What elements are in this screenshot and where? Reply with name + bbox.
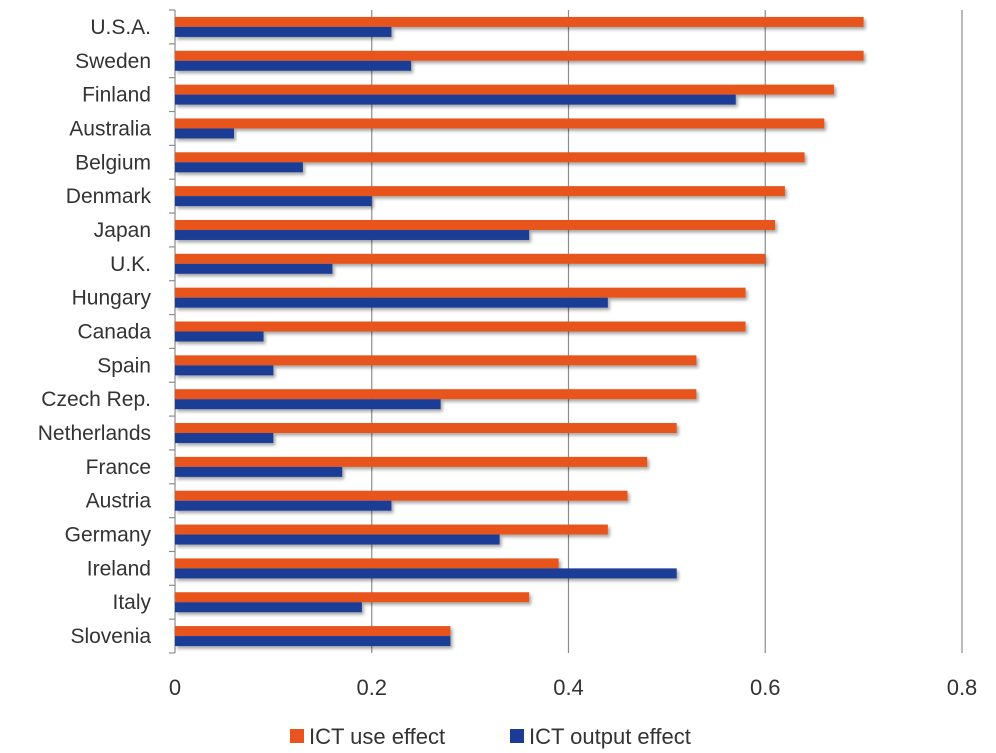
category-label: Ireland [87,557,151,580]
bar-ict-use-effect [175,491,628,501]
bar-ict-output-effect [175,636,450,646]
category-label: U.K. [110,253,151,276]
x-tick-label: 0.6 [750,675,781,700]
bar-ict-output-effect [175,27,391,37]
category-label: Hungary [72,287,152,310]
bar-ict-output-effect [175,568,677,578]
category-label: France [86,456,151,479]
bar-ict-output-effect [175,61,411,71]
axes [169,10,175,653]
bar-ict-use-effect [175,322,746,332]
bar-ict-use-effect [175,423,677,433]
bar-ict-use-effect [175,220,775,230]
bar-ict-output-effect [175,298,608,308]
legend-item-ict-use-effect: ICT use effect [309,724,445,749]
category-label: Australia [69,117,151,140]
bar-ict-output-effect [175,365,273,375]
category-label: Sweden [75,50,151,73]
category-label: U.S.A. [90,16,151,39]
bar-ict-output-effect [175,467,342,477]
bar-ict-use-effect [175,152,805,162]
category-label: Canada [77,321,151,344]
category-label: Finland [82,84,151,107]
legend-swatch [290,729,304,743]
bar-ict-output-effect [175,128,234,138]
bar-ict-use-effect [175,186,785,196]
bar-ict-use-effect [175,288,746,298]
bar-ict-output-effect [175,196,372,206]
bar-ict-output-effect [175,433,273,443]
x-tick-labels: 0 0.2 0.4 0.6 0.8 [169,675,977,700]
bar-ict-use-effect [175,355,696,365]
category-labels: U.S.A. Sweden Finland Australia Belgium Denma… [38,16,152,648]
category-label: Italy [112,591,151,614]
legend: ICT use effect ICT output effect [290,724,691,749]
bar-ict-use-effect [175,389,696,399]
x-tick-label: 0.8 [947,675,978,700]
bar-ict-use-effect [175,558,559,568]
category-label: Spain [97,354,151,377]
bar-ict-output-effect [175,95,736,105]
bar-ict-use-effect [175,592,529,602]
bar-ict-output-effect [175,230,529,240]
bar-ict-output-effect [175,535,500,545]
legend-item-ict-output-effect: ICT output effect [529,724,691,749]
category-label: Germany [65,524,152,547]
bar-ict-use-effect [175,85,834,95]
bar-ict-output-effect [175,162,303,172]
bar-ict-use-effect [175,254,765,264]
category-label: Czech Rep. [41,388,151,411]
bars [175,17,864,646]
x-tick-label: 0.2 [356,675,387,700]
category-label: Denmark [66,185,152,208]
category-label: Belgium [75,151,151,174]
category-label: Japan [94,219,151,242]
x-tick-label: 0.4 [553,675,584,700]
bar-ict-use-effect [175,51,864,61]
category-label: Austria [86,490,152,513]
category-label: Slovenia [70,625,151,648]
bar-ict-use-effect [175,525,608,535]
bar-ict-use-effect [175,626,450,636]
bar-ict-use-effect [175,457,647,467]
bar-ict-use-effect [175,17,864,27]
bar-ict-output-effect [175,332,264,342]
legend-swatch [510,729,524,743]
bar-ict-output-effect [175,399,441,409]
category-label: Netherlands [38,422,151,445]
bar-ict-output-effect [175,264,332,274]
bar-ict-output-effect [175,602,362,612]
bar-ict-use-effect [175,118,824,128]
bar-ict-output-effect [175,501,391,511]
x-tick-label: 0 [169,675,181,700]
